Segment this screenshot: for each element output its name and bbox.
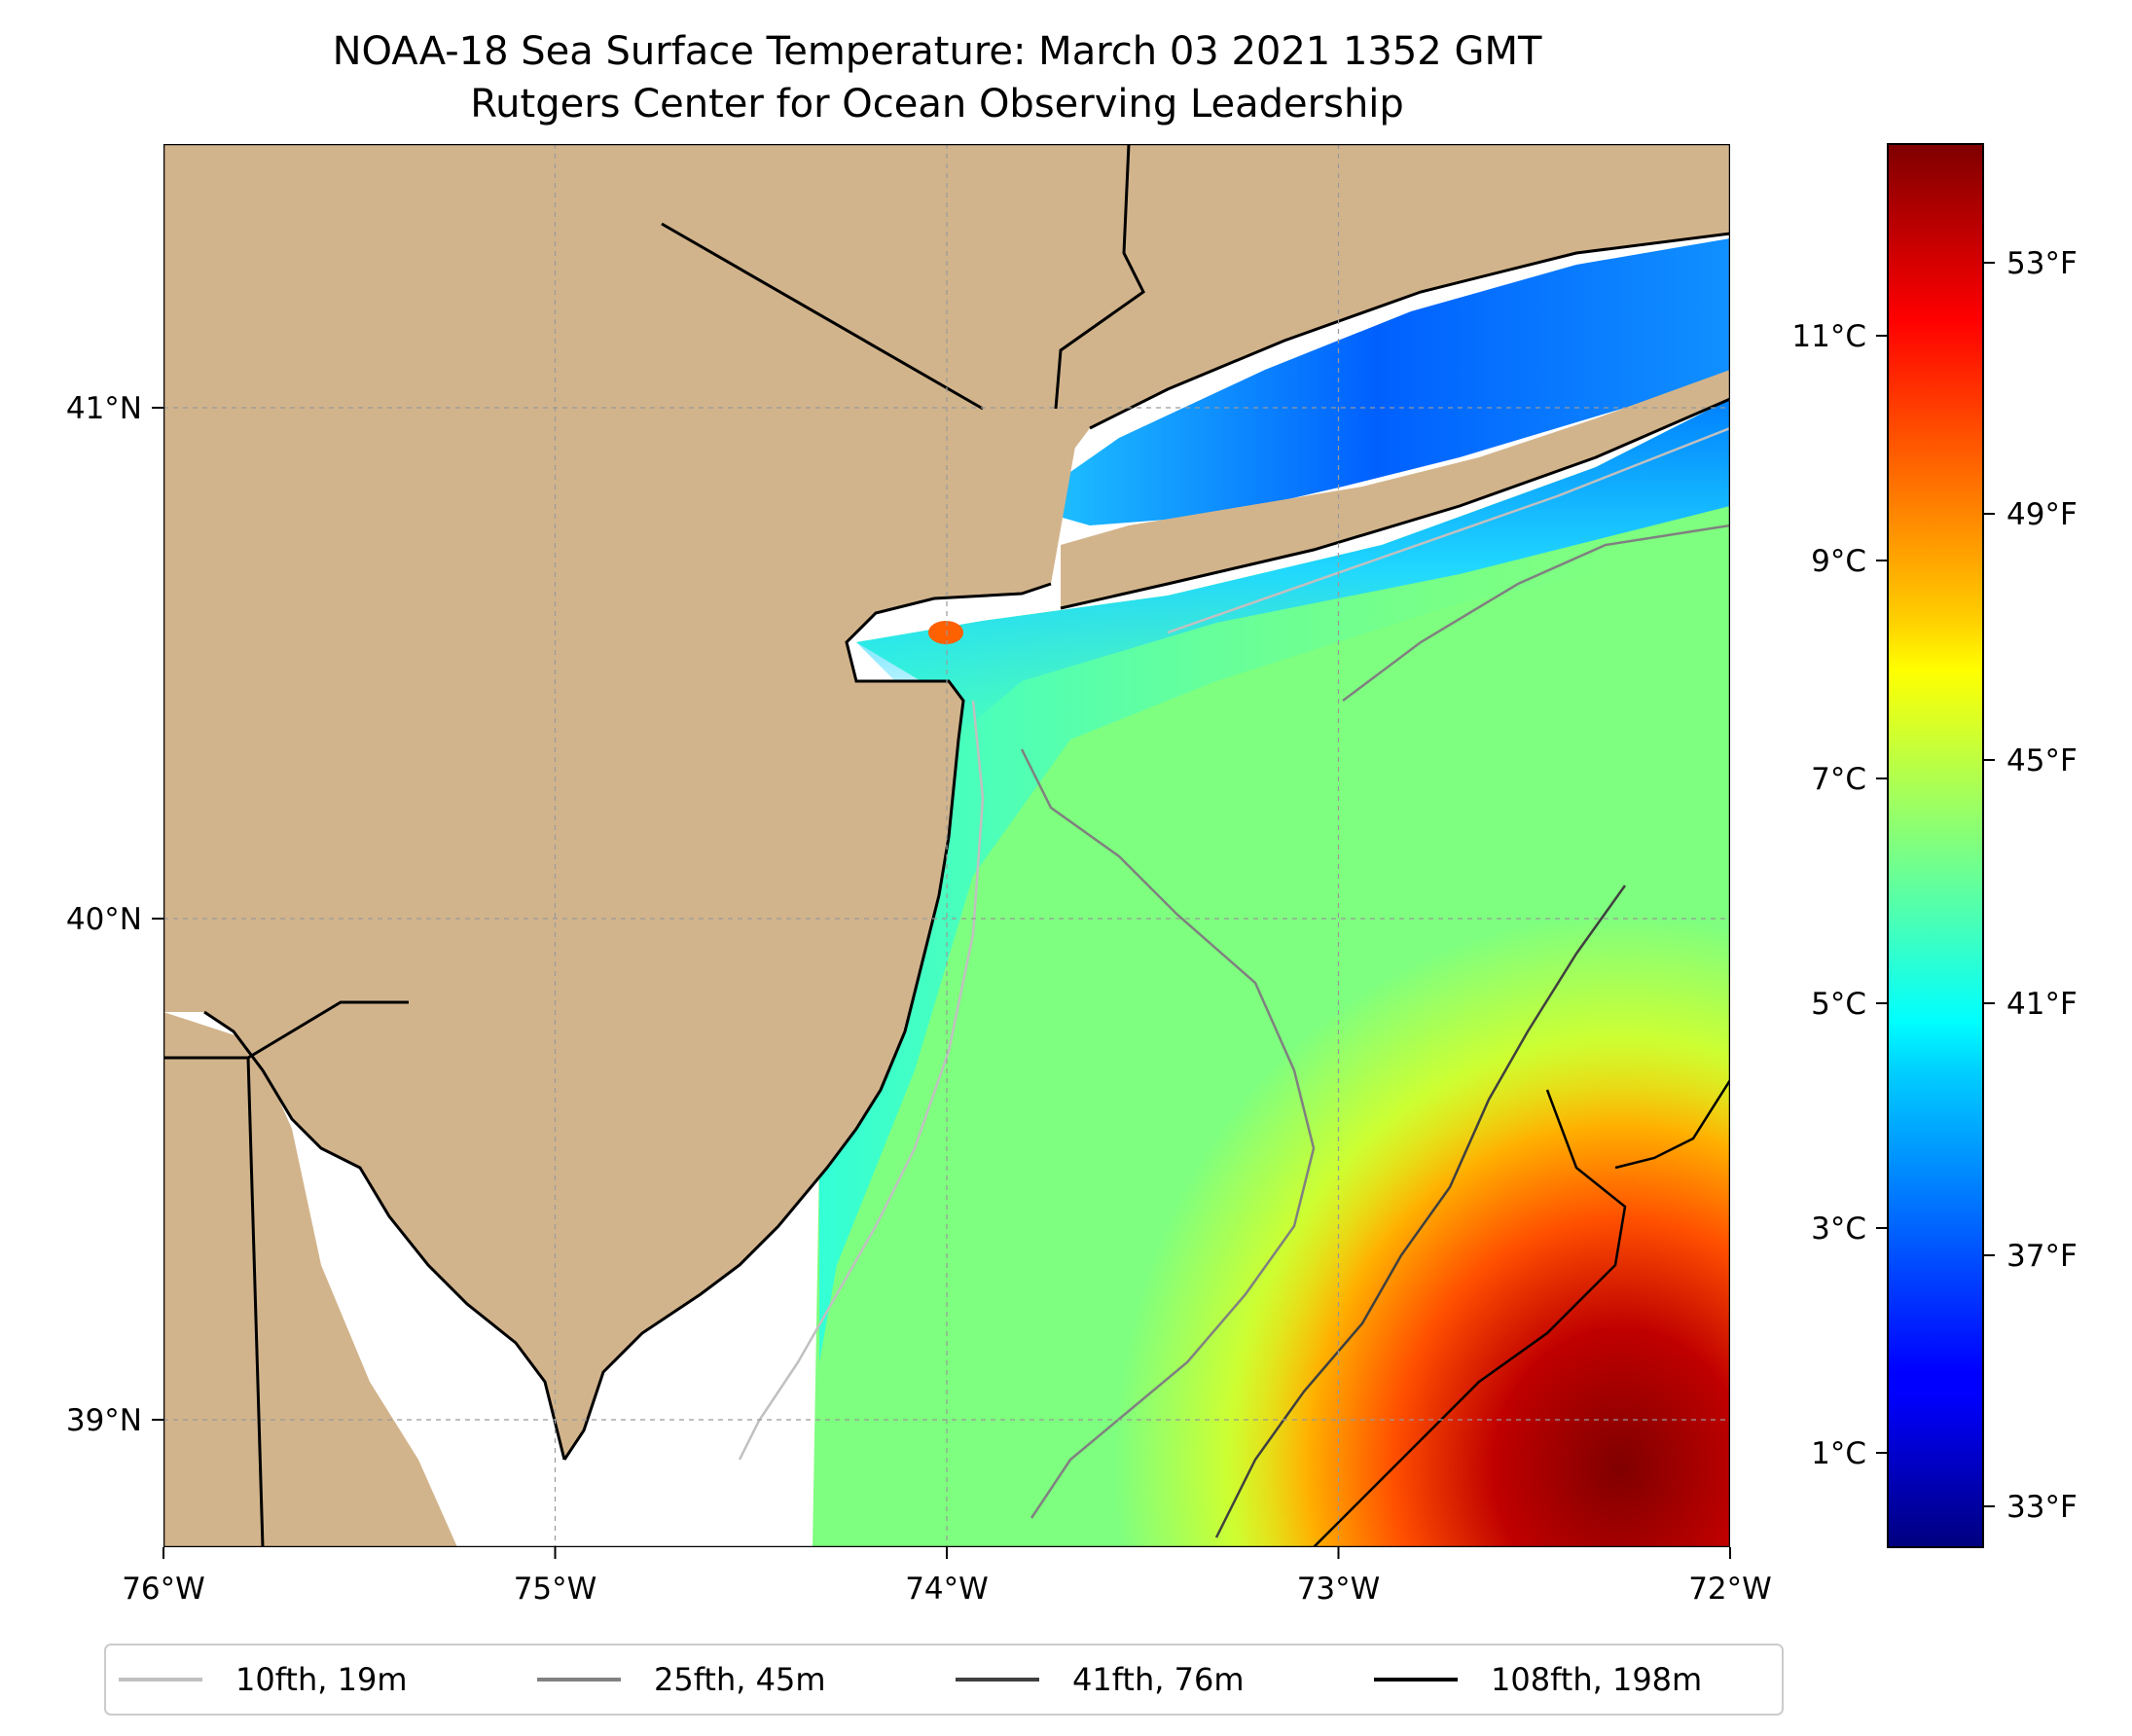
coast-nj (562, 582, 1052, 1461)
land (163, 144, 1730, 1547)
sst-southeast-warm (813, 545, 1730, 1547)
ny-bight-hotspot (928, 621, 963, 644)
lon-label-72: 72°W (1688, 1572, 1772, 1607)
lon-label-74: 74°W (905, 1572, 989, 1607)
lat-label-40: 40°N (66, 902, 142, 937)
land-new-england (1012, 144, 1730, 545)
cbar-c-label-7: 7°C (1811, 762, 1866, 797)
map-subtitle: Rutgers Center for Ocean Observing Leade… (470, 82, 1404, 127)
isobath-41fth (1214, 885, 1627, 1538)
isobath-legend: 10fth, 19m 25fth, 45m 41fth, 76m 108fth,… (104, 1644, 1784, 1716)
lon-label-75: 75°W (514, 1572, 597, 1607)
colorbar-gradient (1887, 143, 1984, 1548)
long-island-sound (1022, 238, 1730, 525)
land-delmarva (163, 1012, 457, 1547)
isobath-25fth (1020, 524, 1730, 1519)
coast-sound (1089, 232, 1730, 430)
legend-label-25fth: 25fth, 45m (654, 1661, 825, 1698)
border-ny-ct (1054, 144, 1145, 410)
cbar-c-label-11: 11°C (1791, 319, 1866, 354)
cbar-f-label-49: 49°F (2006, 497, 2078, 532)
lat-axis: 41°N 40°N 39°N (66, 391, 163, 1438)
coastlines (163, 144, 1730, 1547)
coast-delaware-bay (203, 1010, 566, 1461)
isobath-10fth (738, 426, 1730, 1461)
lon-label-73: 73°W (1297, 1572, 1381, 1607)
border-de-md (247, 1000, 409, 1060)
cbar-f-label-45: 45°F (2006, 743, 2078, 778)
legend-frame (104, 1644, 1784, 1716)
legend-label-10fth: 10fth, 19m (235, 1661, 407, 1698)
lat-label-41: 41°N (66, 391, 142, 426)
legend-label-108fth: 108fth, 198m (1491, 1661, 1702, 1698)
border-nj-ny (661, 222, 984, 411)
colorbar: 1°C 3°C 5°C 7°C 9°C 11°C 33°F 37°F 41°F … (1791, 143, 2078, 1548)
land-mainland (163, 144, 1129, 1460)
cbar-c-label-1: 1°C (1811, 1436, 1866, 1471)
isobath-108fth (1313, 1079, 1730, 1547)
cbar-c-label-3: 3°C (1811, 1212, 1866, 1247)
cbar-c-label-9: 9°C (1811, 544, 1866, 579)
cbar-f-label-37: 37°F (2006, 1239, 2078, 1274)
isobaths (738, 426, 1730, 1547)
map-panel (163, 144, 1730, 1547)
cbar-f-label-53: 53°F (2006, 246, 2078, 281)
cbar-c-label-5: 5°C (1811, 987, 1866, 1022)
lat-label-39: 39°N (66, 1403, 142, 1438)
lon-axis: 76°W 75°W 74°W 73°W 72°W (122, 1547, 1772, 1607)
coast-long-island (1060, 397, 1730, 610)
gridlines (163, 144, 1730, 1547)
land-long-island (1061, 370, 1730, 608)
cbar-f-label-33: 33°F (2006, 1490, 2078, 1525)
legend-label-41fth: 41fth, 76m (1072, 1661, 1244, 1698)
map-title: NOAA-18 Sea Surface Temperature: March 0… (333, 29, 1542, 74)
cbar-f-label-41: 41°F (2006, 987, 2078, 1022)
lon-label-76: 76°W (122, 1572, 205, 1607)
sst-field (813, 238, 1730, 1547)
